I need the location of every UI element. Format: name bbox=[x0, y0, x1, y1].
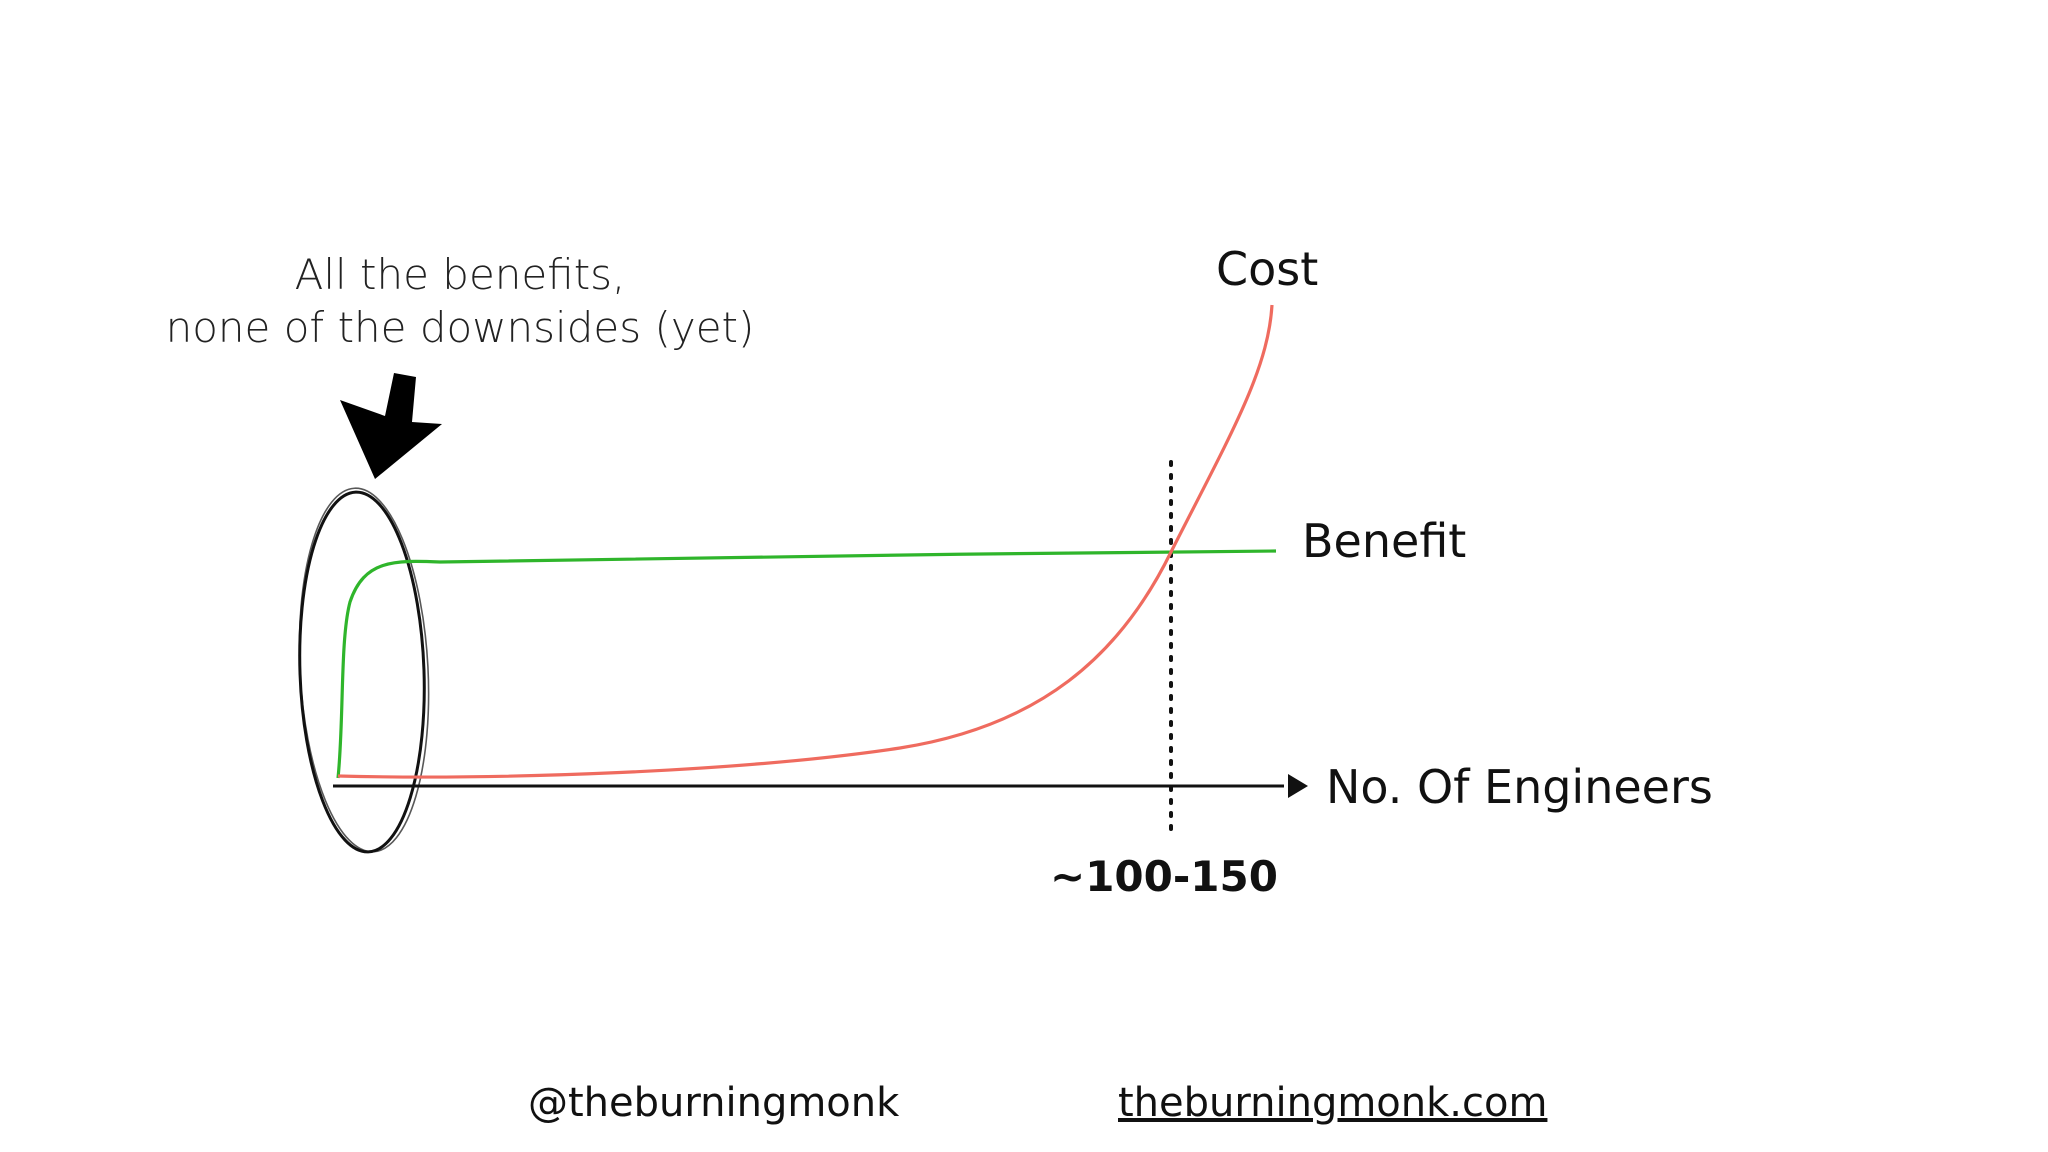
threshold-label: ~100-150 bbox=[1050, 852, 1278, 901]
cost-curve bbox=[337, 304, 1274, 779]
cost-label: Cost bbox=[1216, 242, 1319, 296]
highlight-ellipse bbox=[298, 487, 430, 854]
annotation-line-2: none of the downsides (yet) bbox=[165, 303, 755, 352]
benefit-label: Benefit bbox=[1302, 514, 1467, 568]
footer-website-link[interactable]: theburningmonk.com bbox=[1118, 1080, 1548, 1126]
footer-handle: @theburningmonk bbox=[528, 1080, 900, 1126]
benefit-curve bbox=[336, 549, 1277, 779]
x-axis-label: No. Of Engineers bbox=[1326, 760, 1713, 814]
x-axis-arrowhead-icon bbox=[1288, 774, 1308, 798]
pointer-arrow-icon bbox=[340, 373, 442, 479]
annotation-text: All the benefits, none of the downsides … bbox=[100, 248, 820, 354]
annotation-line-1: All the benefits, bbox=[294, 250, 626, 299]
